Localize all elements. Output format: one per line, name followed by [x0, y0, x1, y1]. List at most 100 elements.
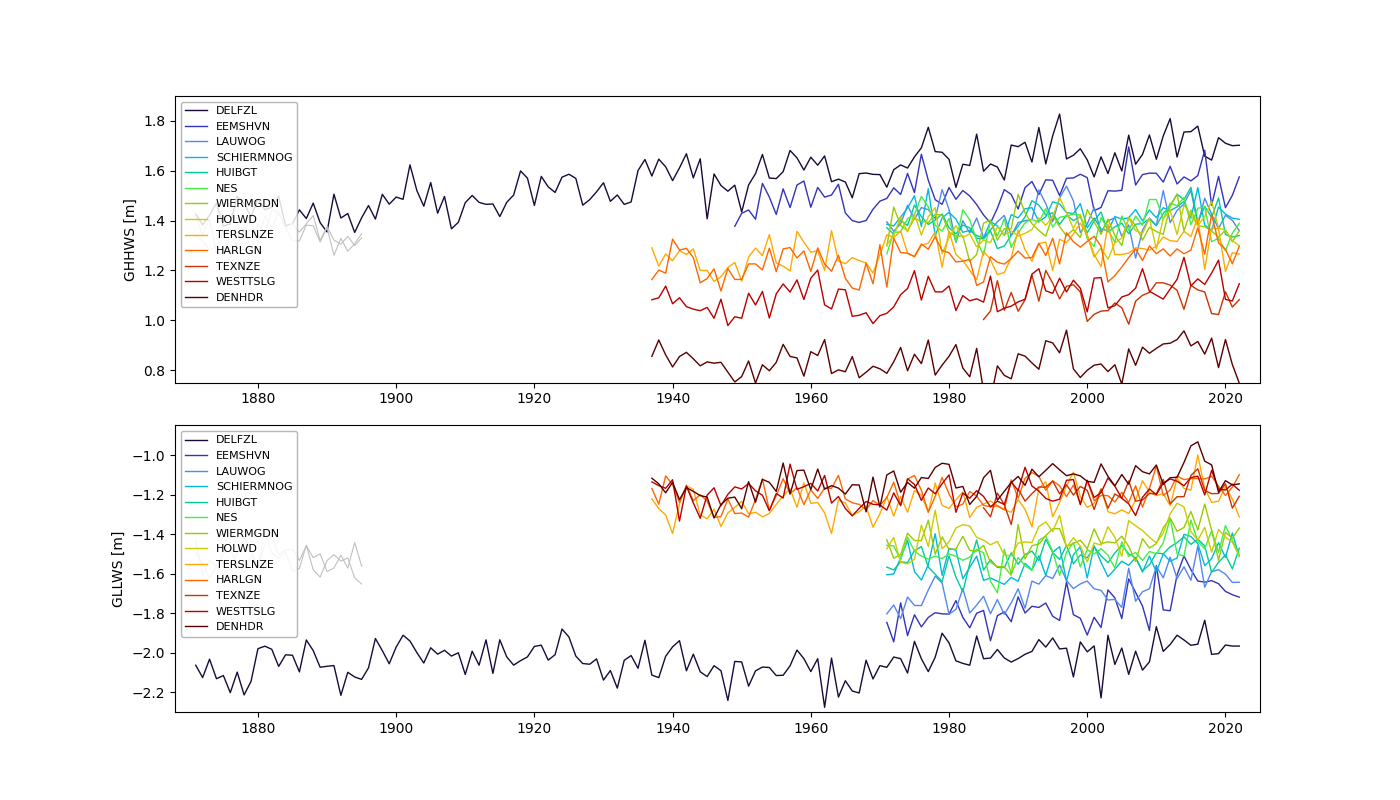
TEXNZE: [1113, 303, 1130, 313]
TEXNZE: [1072, 482, 1089, 491]
HARLGN: [934, 246, 951, 255]
WESTTSLG: [1099, 303, 1116, 313]
TEXNZE: [1044, 476, 1061, 486]
WESTTSLG: [706, 314, 722, 323]
TEXNZE: [1065, 490, 1082, 500]
EEMSHVN: [837, 208, 854, 218]
TERSLNZE: [1099, 219, 1116, 229]
WESTTSLG: [941, 470, 958, 480]
HOLWD: [1231, 241, 1247, 250]
HOLWD: [1120, 213, 1137, 222]
EEMSHVN: [885, 637, 902, 646]
HUIBGT: [1231, 230, 1247, 240]
LAUWOG: [1072, 579, 1089, 589]
DENHDR: [671, 352, 687, 362]
WIERMGDN: [1099, 214, 1116, 224]
Legend: DELFZL, EEMSHVN, LAUWOG, SCHIERMNOG, HUIBGT, NES, WIERMGDN, HOLWD, TERSLNZE, HAR: DELFZL, EEMSHVN, LAUWOG, SCHIERMNOG, HUI…: [181, 431, 297, 637]
HARLGN: [1099, 491, 1116, 501]
Y-axis label: GHHWS [m]: GHHWS [m]: [123, 198, 137, 281]
SCHIERMNOG: [1009, 577, 1026, 586]
Line: DELFZL: DELFZL: [196, 620, 1239, 707]
WESTTSLG: [671, 293, 687, 302]
TERSLNZE: [1231, 512, 1247, 522]
HUIBGT: [906, 200, 923, 210]
TEXNZE: [981, 306, 998, 316]
WIERMGDN: [1197, 499, 1214, 509]
EEMSHVN: [1051, 616, 1068, 626]
TEXNZE: [1210, 489, 1226, 498]
HUIBGT: [1072, 550, 1089, 560]
EEMSHVN: [1002, 190, 1019, 199]
HOLWD: [1231, 551, 1247, 561]
HARLGN: [657, 471, 673, 481]
TEXNZE: [1217, 479, 1233, 489]
LAUWOG: [1190, 542, 1207, 551]
HARLGN: [1148, 249, 1165, 258]
TEXNZE: [1037, 482, 1054, 492]
TEXNZE: [1009, 484, 1026, 494]
NES: [906, 546, 923, 556]
TEXNZE: [981, 512, 998, 522]
TEXNZE: [1092, 485, 1109, 494]
Line: HOLWD: HOLWD: [886, 198, 1239, 259]
HOLWD: [1072, 542, 1089, 551]
LAUWOG: [1058, 182, 1075, 191]
TEXNZE: [1086, 310, 1103, 319]
TEXNZE: [1148, 489, 1165, 498]
LAUWOG: [1072, 228, 1089, 238]
Legend: DELFZL, EEMSHVN, LAUWOG, SCHIERMNOG, HUIBGT, NES, WIERMGDN, HOLWD, TERSLNZE, HAR: DELFZL, EEMSHVN, LAUWOG, SCHIERMNOG, HUI…: [181, 102, 297, 307]
LAUWOG: [1002, 231, 1019, 241]
TEXNZE: [1079, 486, 1096, 495]
DELFZL: [872, 170, 889, 179]
Line: TERSLNZE: TERSLNZE: [652, 218, 1239, 282]
TEXNZE: [1231, 491, 1247, 501]
HOLWD: [1099, 254, 1116, 264]
SCHIERMNOG: [1099, 572, 1116, 582]
Line: WESTTSLG: WESTTSLG: [652, 464, 1239, 521]
TEXNZE: [1231, 295, 1247, 305]
EEMSHVN: [1231, 592, 1247, 602]
SCHIERMNOG: [1051, 542, 1068, 551]
EEMSHVN: [727, 222, 743, 231]
HUIBGT: [1009, 222, 1026, 231]
HUIBGT: [1113, 541, 1130, 550]
LAUWOG: [906, 214, 923, 224]
TERSLNZE: [657, 510, 673, 520]
SCHIERMNOG: [995, 579, 1012, 589]
LAUWOG: [878, 217, 895, 226]
HUIBGT: [1072, 212, 1089, 222]
TEXNZE: [1162, 499, 1179, 509]
DELFZL: [1051, 110, 1068, 119]
Line: HARLGN: HARLGN: [652, 466, 1239, 518]
DELFZL: [188, 210, 204, 219]
HOLWD: [1113, 551, 1130, 561]
DENHDR: [1106, 360, 1123, 370]
SCHIERMNOG: [1113, 214, 1130, 224]
HUIBGT: [878, 223, 895, 233]
TEXNZE: [1058, 282, 1075, 291]
HUIBGT: [1183, 182, 1200, 192]
DELFZL: [221, 688, 238, 698]
DENHDR: [981, 395, 998, 405]
TEXNZE: [1183, 281, 1200, 290]
Line: DENHDR: DENHDR: [652, 330, 1239, 400]
SCHIERMNOG: [906, 191, 923, 201]
DENHDR: [1058, 326, 1075, 335]
SCHIERMNOG: [1072, 198, 1089, 208]
TEXNZE: [1023, 489, 1040, 498]
TEXNZE: [1127, 296, 1144, 306]
TEXNZE: [1051, 294, 1068, 304]
TEXNZE: [1203, 489, 1219, 498]
TEXNZE: [1148, 278, 1165, 288]
HUIBGT: [1051, 554, 1068, 564]
WESTTSLG: [1231, 486, 1247, 495]
NES: [1231, 550, 1247, 560]
TEXNZE: [1106, 489, 1123, 498]
HUIBGT: [878, 562, 895, 572]
EEMSHVN: [830, 179, 847, 189]
TEXNZE: [1203, 309, 1219, 318]
HARLGN: [671, 246, 687, 255]
LAUWOG: [892, 614, 909, 623]
SCHIERMNOG: [1224, 528, 1240, 538]
LAUWOG: [1099, 216, 1116, 226]
